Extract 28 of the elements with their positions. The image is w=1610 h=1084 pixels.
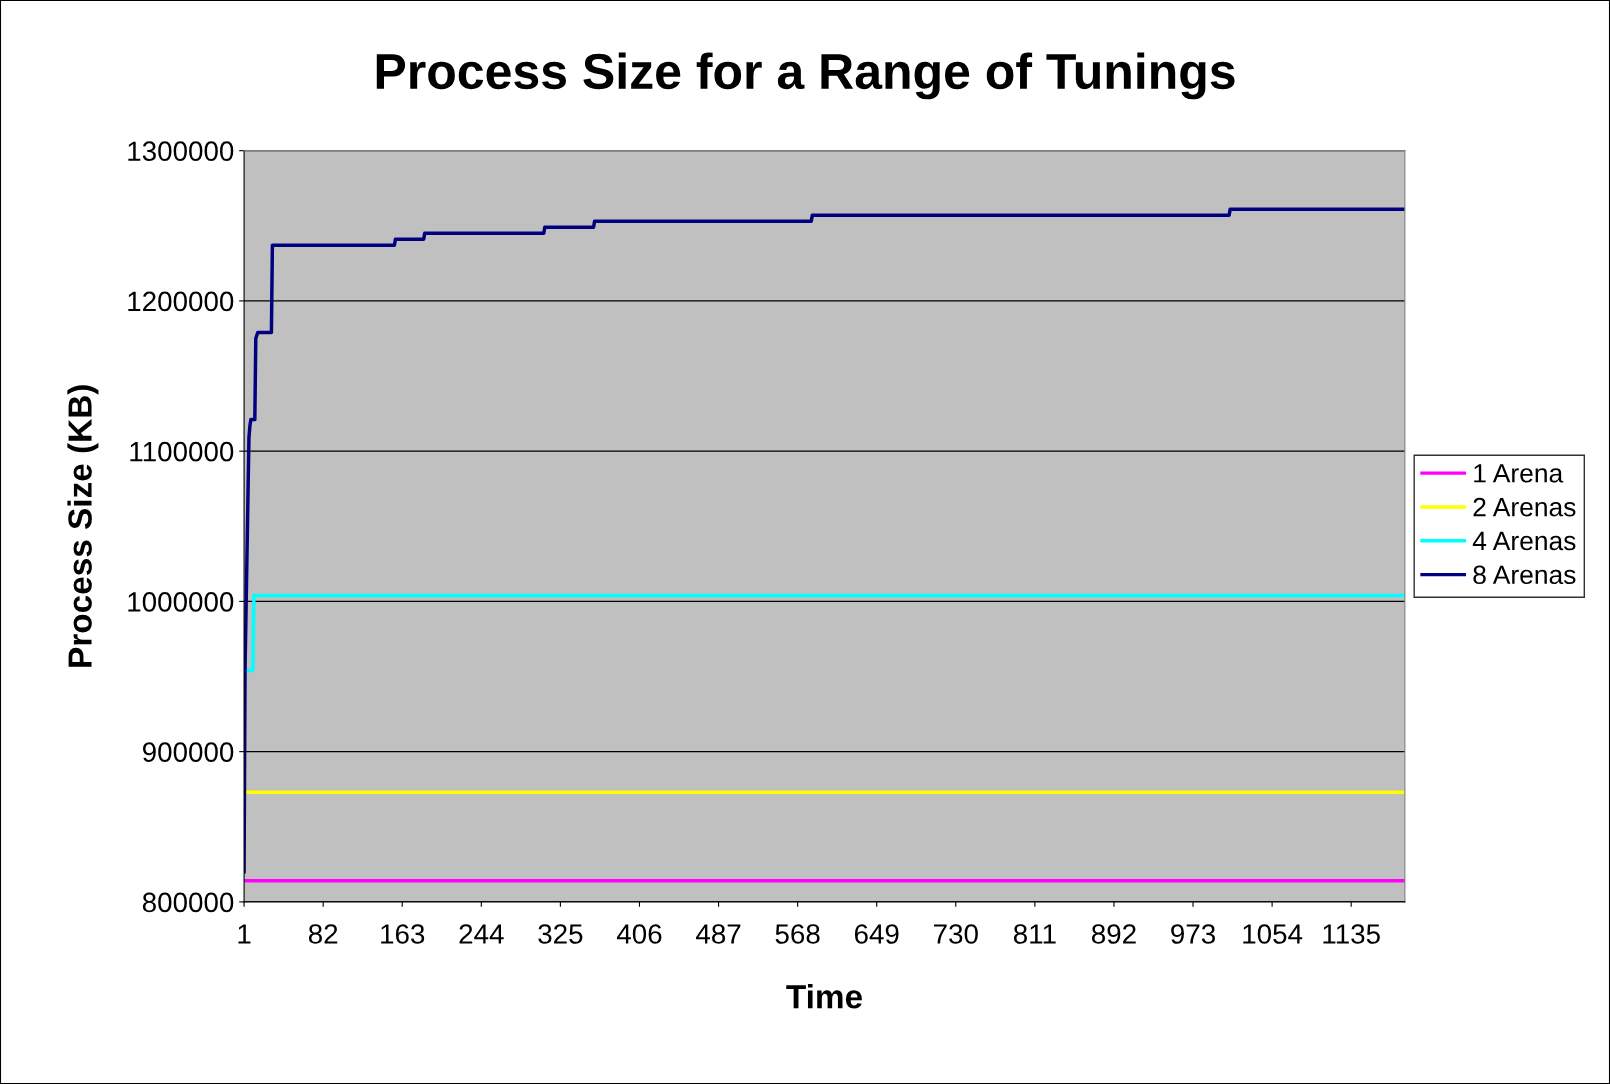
legend-label: 2 Arenas (1473, 497, 1576, 517)
legend-label: 8 Arenas (1473, 565, 1576, 585)
legend-label: 1 Arena (1474, 464, 1564, 483)
y-tick-label: 1300000 (128, 141, 234, 162)
x-tick-label: 1054 (1243, 924, 1303, 944)
y-tick-label: 900000 (142, 742, 234, 762)
legend-label: 4 Arenas (1472, 531, 1576, 551)
x-tick-label: 244 (459, 924, 504, 944)
x-tick-label: 487 (696, 924, 741, 944)
x-tick-label: 82 (308, 924, 338, 944)
x-tick-label: 892 (1091, 924, 1136, 944)
y-tick-label: 1000000 (128, 592, 234, 612)
x-tick-label: 973 (1171, 924, 1215, 944)
y-tick-label: 1100000 (130, 441, 234, 462)
x-tick-label: 406 (616, 924, 662, 944)
x-tick-label: 649 (854, 924, 899, 944)
x-tick-label: 811 (1013, 924, 1056, 944)
x-tick-label: 730 (934, 924, 978, 944)
x-tick-label: 1135 (1323, 924, 1380, 944)
chart-title: Process Size for a Range of Tunings (376, 52, 1235, 100)
x-tick-label: 1 (238, 924, 251, 944)
y-tick-label: 800000 (142, 892, 234, 913)
x-tick-label: 163 (381, 924, 425, 944)
x-tick-label: 325 (538, 924, 583, 944)
y-axis-title: Process Size (KB) (67, 385, 99, 667)
x-tick-label: 568 (775, 924, 820, 944)
y-tick-label: 1200000 (128, 291, 234, 312)
x-axis-title: Time (786, 984, 862, 1009)
